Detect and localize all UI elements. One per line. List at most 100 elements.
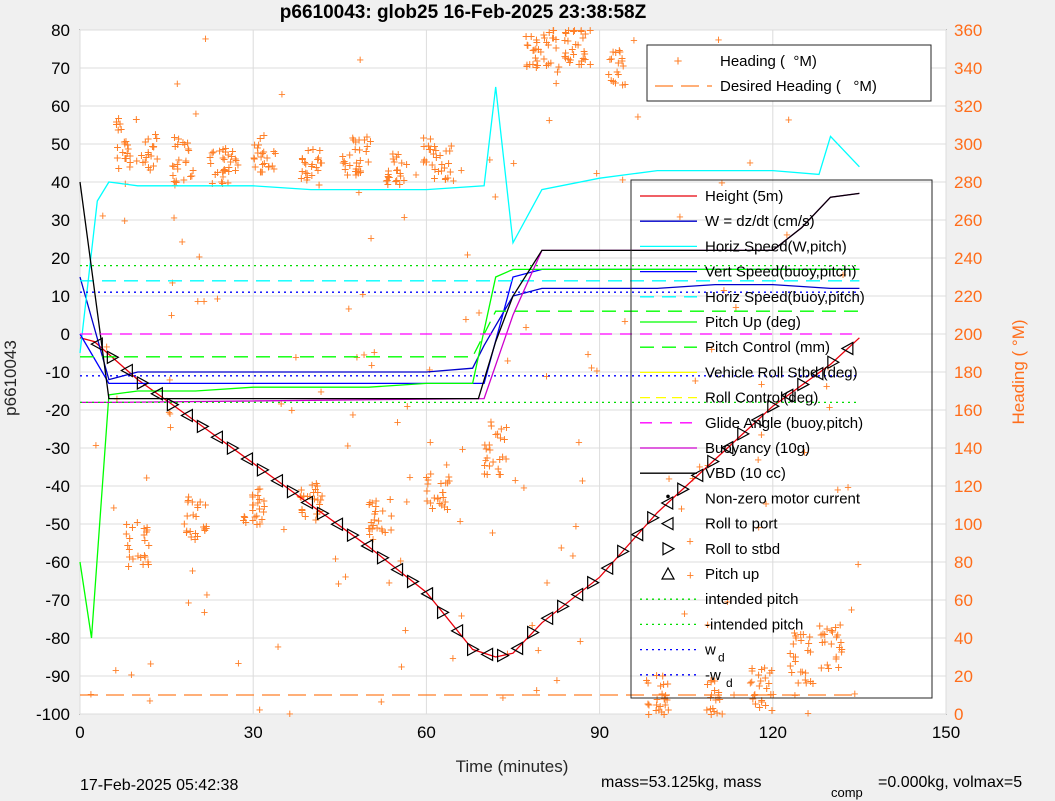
heading-point: + — [315, 496, 323, 512]
heading-point: + — [434, 163, 442, 179]
heading-point: + — [313, 477, 321, 493]
heading-point: + — [193, 496, 201, 512]
heading-point: + — [645, 706, 653, 722]
heading-point: + — [317, 154, 325, 170]
heading-point: + — [303, 488, 311, 504]
heading-point: + — [129, 551, 137, 567]
heading-point: + — [254, 136, 262, 152]
heading-point: + — [748, 662, 756, 678]
heading-point: + — [133, 514, 141, 530]
heading-point: + — [494, 460, 502, 476]
heading-point: + — [398, 659, 406, 674]
heading-point: + — [676, 209, 684, 224]
heading-point: + — [533, 52, 541, 68]
heading-point: + — [483, 466, 491, 482]
heading-point: + — [170, 129, 178, 145]
heading-point: + — [201, 496, 209, 512]
heading-point: + — [371, 506, 379, 522]
heading-point: + — [341, 155, 349, 171]
heading-point: + — [92, 438, 100, 453]
heading-point: + — [87, 687, 95, 702]
heading-point: + — [443, 457, 451, 472]
heading-point: + — [423, 482, 431, 498]
heading-point: + — [174, 161, 182, 177]
heading-point: + — [365, 496, 373, 512]
roll-stbd-marker — [587, 575, 600, 590]
heading-point: + — [755, 520, 763, 535]
x-tick-label: 30 — [244, 723, 263, 742]
heading-point: + — [835, 639, 843, 655]
heading-point: + — [400, 210, 408, 225]
heading-point: + — [137, 147, 145, 163]
heading-point: + — [219, 141, 227, 157]
heading-point: + — [207, 155, 215, 171]
heading-point: + — [251, 509, 259, 525]
heading-point: + — [124, 537, 132, 553]
heading-point: + — [112, 113, 120, 129]
heading-point: + — [797, 626, 805, 642]
roll-port-marker — [690, 468, 704, 483]
heading-point: + — [581, 51, 589, 67]
heading-point: + — [362, 143, 370, 159]
heading-point: + — [832, 648, 840, 664]
tick-labels: 0 30 60 90 120 15080706050403020100-10-20-30-… — [36, 21, 982, 742]
heading-point: + — [827, 622, 835, 638]
heading-point: + — [256, 481, 264, 497]
heading-point: + — [297, 482, 305, 498]
heading-point: + — [570, 22, 578, 38]
heading-point: + — [720, 283, 728, 298]
heading-point: + — [298, 151, 306, 167]
heading-point: + — [577, 23, 585, 39]
heading-point: + — [368, 358, 376, 373]
heading-point: + — [393, 149, 401, 165]
heading-point: + — [711, 682, 719, 698]
heading-point: + — [786, 657, 794, 673]
y-tick-label: 0 — [61, 325, 70, 344]
heading-point: + — [303, 165, 311, 181]
heading-point: + — [821, 626, 829, 642]
heading-point: + — [366, 520, 374, 536]
heading-point: + — [149, 138, 157, 154]
heading-point: + — [235, 656, 243, 671]
heading-point: + — [450, 173, 458, 188]
y2-tick-label: 340 — [954, 59, 982, 78]
heading-point: + — [352, 160, 360, 176]
heading-point: + — [229, 143, 237, 159]
heading-point: + — [268, 158, 276, 174]
heading-point: + — [526, 56, 534, 72]
heading-point: + — [144, 144, 152, 160]
heading-point: + — [256, 515, 264, 531]
legend-label: Non-zero motor current — [705, 490, 861, 507]
heading-point: + — [823, 620, 831, 636]
heading-point: + — [754, 452, 762, 467]
heading-point: + — [445, 468, 453, 484]
heading-point: + — [497, 420, 505, 436]
heading-point: + — [439, 484, 447, 500]
heading-point: + — [153, 150, 161, 166]
heading-point: + — [147, 147, 155, 163]
heading-point: + — [254, 487, 262, 503]
heading-point: + — [375, 513, 383, 529]
roll-port-marker — [330, 517, 344, 532]
heading-point: + — [364, 153, 372, 169]
heading-point: + — [349, 129, 357, 145]
heading-point: + — [253, 508, 261, 524]
heading-point: + — [482, 440, 490, 456]
heading-point: + — [692, 373, 700, 388]
y2-tick-label: 360 — [954, 21, 982, 40]
heading-point: + — [125, 541, 133, 557]
heading-point: + — [396, 168, 404, 184]
legend-subscript: d — [718, 651, 725, 665]
roll-stbd-marker — [256, 462, 270, 477]
heading-point: + — [547, 54, 555, 70]
heading-point: + — [387, 508, 395, 524]
y-tick-label: 70 — [51, 59, 70, 78]
heading-point: + — [708, 341, 716, 356]
heading-point: + — [580, 43, 588, 59]
heading-point: + — [791, 653, 799, 669]
heading-point: + — [709, 700, 717, 716]
heading-point: + — [462, 312, 470, 327]
heading-point: + — [292, 349, 300, 364]
roll-stbd-marker — [166, 397, 180, 412]
roll-port-marker — [720, 440, 734, 455]
